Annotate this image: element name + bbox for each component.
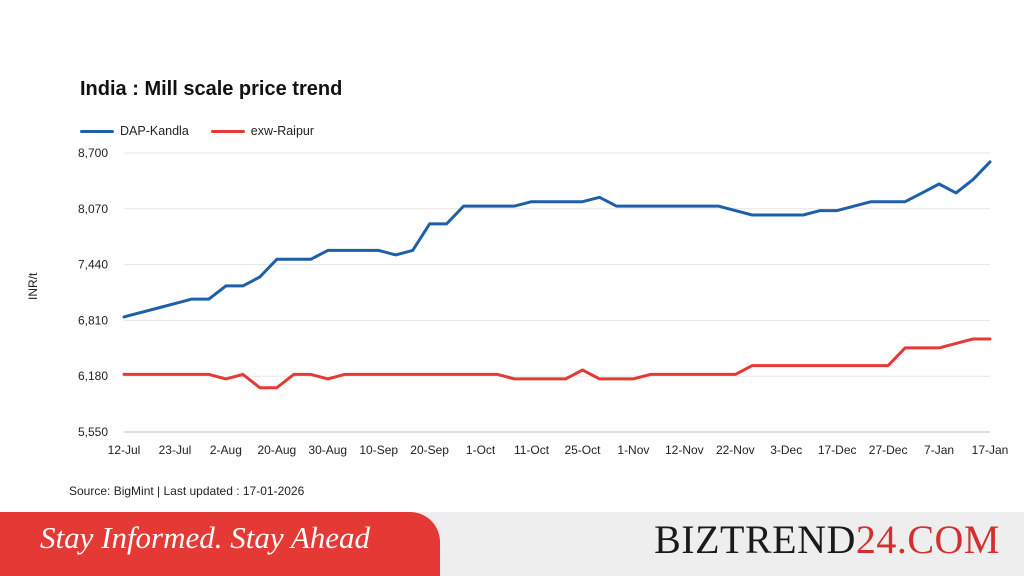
legend-swatch-blue xyxy=(80,129,114,133)
legend-item-exw-raipur: exw-Raipur xyxy=(210,124,315,138)
x-tick-label: 27-Dec xyxy=(869,443,908,457)
y-tick-label: 5,550 xyxy=(78,425,108,439)
source-note: Source: BigMint | Last updated : 17-01-2… xyxy=(69,484,305,498)
line-chart: 5,550 6,180 6,810 7,440 8,070 8,700 12-Jul 23-J… xyxy=(78,146,1009,457)
x-tick-label: 22-Nov xyxy=(716,443,755,457)
x-tick-label: 11-Oct xyxy=(514,443,550,457)
chart-title: India : Mill scale price trend xyxy=(80,78,343,100)
x-tick-label: 12-Nov xyxy=(665,443,704,457)
x-tick-label: 10-Sep xyxy=(359,443,398,457)
y-tick-label: 6,180 xyxy=(78,369,108,383)
series-line-exw-raipur xyxy=(122,337,992,390)
x-tick-label: 20-Aug xyxy=(257,443,296,457)
tagline-panel xyxy=(0,512,440,576)
legend-item-dap-kandla: DAP-Kandla xyxy=(80,124,189,138)
x-tick-label: 20-Sep xyxy=(410,443,449,457)
legend-label: DAP-Kandla xyxy=(120,124,189,138)
x-tick-label: 3-Dec xyxy=(770,443,802,457)
chart-legend: DAP-Kandla exw-Raipur xyxy=(80,124,314,138)
x-tick-label: 30-Aug xyxy=(308,443,347,457)
y-tick-label: 6,810 xyxy=(78,313,108,327)
x-tick-label: 12-Jul xyxy=(108,443,141,457)
x-tick-label: 2-Aug xyxy=(210,443,242,457)
legend-label: exw-Raipur xyxy=(250,124,315,138)
tagline: Stay Informed. Stay Ahead xyxy=(40,520,371,555)
x-tick-label: 17-Jan xyxy=(972,443,1009,457)
x-tick-label: 17-Dec xyxy=(818,443,857,457)
y-tick-label: 7,440 xyxy=(78,258,108,272)
x-tick-label: 1-Oct xyxy=(466,443,496,457)
x-tick-label: 7-Jan xyxy=(924,443,954,457)
x-tick-label: 25-Oct xyxy=(564,443,601,457)
x-tick-label: 23-Jul xyxy=(159,443,192,457)
legend-swatch-red xyxy=(210,129,245,133)
series-line-dap-kandla xyxy=(122,160,992,319)
brand-logo[interactable]: BIZTREND24.COM xyxy=(654,516,1000,563)
y-tick-label: 8,700 xyxy=(78,146,108,160)
y-tick-label: 8,070 xyxy=(78,202,108,216)
brand-part2: 24.COM xyxy=(855,517,1000,562)
x-tick-label: 1-Nov xyxy=(617,443,649,457)
brand-part1: BIZTREND xyxy=(654,517,856,562)
